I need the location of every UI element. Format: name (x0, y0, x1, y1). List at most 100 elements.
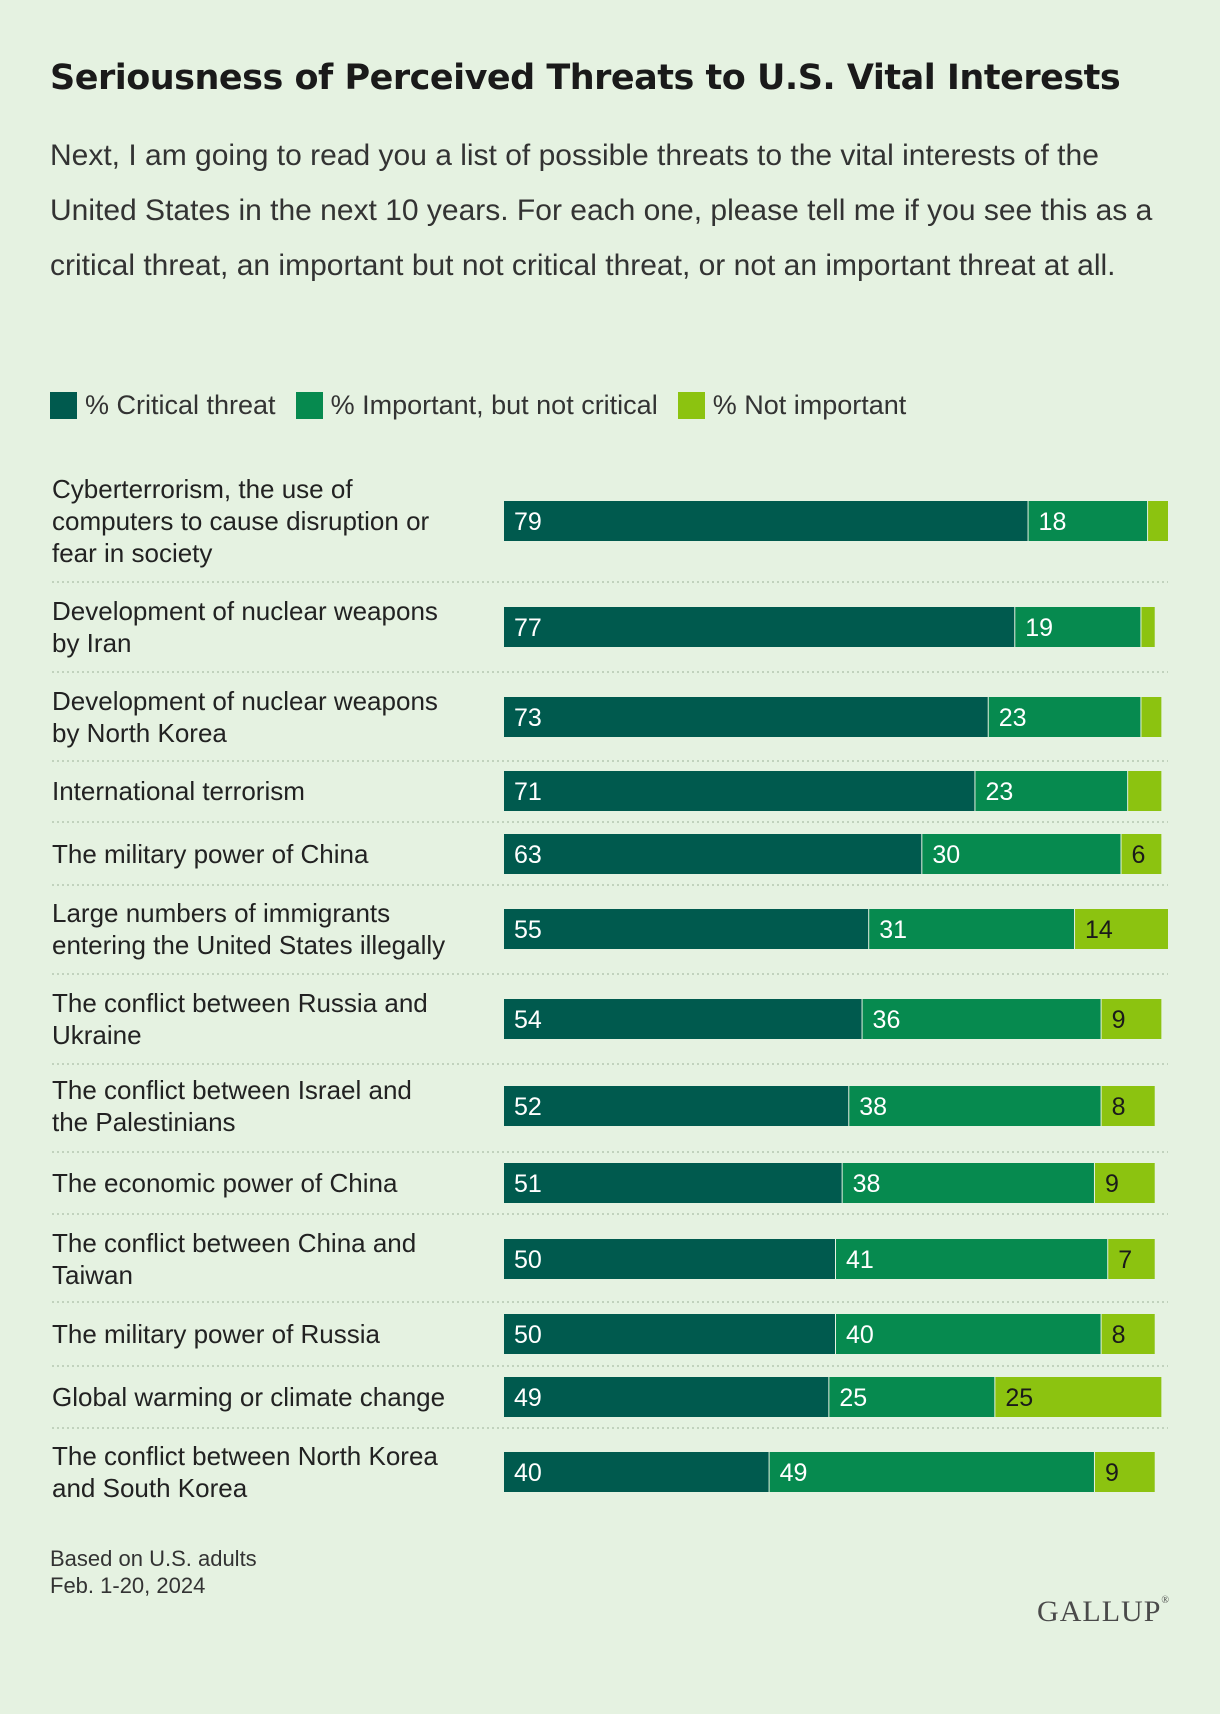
bar-segment-important (1015, 607, 1142, 647)
row-label: The conflict between China and Taiwan (52, 1228, 416, 1290)
row-label-line: entering the United States illegally (52, 930, 445, 960)
bar-segment-critical (504, 501, 1029, 541)
bar-segment-important (869, 909, 1076, 949)
bar-segment-important (849, 1086, 1102, 1126)
legend-item-critical: % Critical threat (50, 390, 276, 421)
bar-value-label: 40 (514, 1459, 542, 1487)
bar-segment-important (829, 1377, 996, 1417)
bar-segment-critical (504, 999, 863, 1039)
bar-segment-critical (504, 771, 976, 811)
bar-value-label: 63 (514, 841, 542, 869)
row-label-line: Large numbers of immigrants (52, 898, 390, 928)
bar-value-label: 50 (514, 1321, 542, 1349)
bar-value-label: 38 (853, 1170, 881, 1198)
row-label-line: The conflict between North Korea (52, 1441, 438, 1471)
bar-value-label: 8 (1112, 1321, 1126, 1349)
bar-segment-not-important (1128, 771, 1162, 811)
bar-value-label: 23 (985, 778, 1013, 806)
bar-value-label: 40 (846, 1321, 874, 1349)
bar-value-label: 51 (514, 1170, 542, 1198)
bar-value-label: 25 (839, 1384, 867, 1412)
legend: % Critical threat % Important, but not c… (50, 388, 926, 422)
bar-value-label: 7 (1118, 1246, 1132, 1274)
legend-label-important: % Important, but not critical (330, 389, 658, 420)
bar-segment-not-important (1094, 1452, 1155, 1492)
row-label: The military power of Russia (52, 1319, 381, 1349)
row-label-line: The conflict between Israel and (52, 1075, 412, 1105)
bar-value-label: 9 (1105, 1459, 1119, 1487)
row-label: Cyberterrorism, the use of computers to c… (52, 474, 430, 568)
bar-segment-not-important (1141, 697, 1162, 737)
bar-segment-not-important (1094, 1163, 1155, 1203)
bar-value-label: 73 (514, 704, 542, 732)
bar-segment-critical (504, 1163, 843, 1203)
bar-segment-not-important (1108, 1239, 1155, 1279)
row-label-line: The conflict between China and (52, 1228, 416, 1258)
bar-value-label: 50 (514, 1246, 542, 1274)
row-label-line: Development of nuclear weapons (52, 686, 438, 716)
bar-value-label: 52 (514, 1093, 542, 1121)
bar-segment-not-important (1101, 999, 1162, 1039)
row-label-line: and South Korea (52, 1473, 248, 1503)
row-label-line: Taiwan (52, 1260, 133, 1290)
bar-segment-critical (504, 1452, 770, 1492)
row-label: The economic power of China (52, 1168, 398, 1198)
bar-segment-not-important (1101, 1314, 1155, 1354)
bar-value-label: 9 (1105, 1170, 1119, 1198)
row-label-line: Ukraine (52, 1020, 142, 1050)
row-label: Development of nuclear weapons by North K… (52, 686, 438, 748)
row-label: Development of nuclear weapons by Iran (52, 596, 438, 658)
row-label: Global warming or climate change (52, 1382, 445, 1412)
registered-mark: ® (1161, 1595, 1170, 1606)
row-label: The conflict between North Korea and Sout… (52, 1441, 438, 1503)
bar-value-label: 77 (514, 614, 542, 642)
bar-segment-critical (504, 834, 923, 874)
bar-segment-critical (504, 909, 870, 949)
footnote: Based on U.S. adults Feb. 1-20, 2024 (50, 1545, 257, 1599)
row-label-line: The conflict between Russia and (52, 988, 428, 1018)
bar-segment-important (842, 1163, 1095, 1203)
bar-segment-critical (504, 1314, 836, 1354)
bar-value-label: 25 (1005, 1384, 1033, 1412)
bar-value-label: 54 (514, 1006, 542, 1034)
chart-title: Seriousness of Perceived Threats to U.S.… (50, 58, 1121, 98)
row-label-line: The military power of China (52, 839, 369, 869)
bar-segment-not-important (1121, 834, 1162, 874)
bar-value-label: 14 (1085, 916, 1113, 944)
row-label-line: Global warming or climate change (52, 1382, 445, 1412)
bar-segment-important (862, 999, 1102, 1039)
bar-segment-not-important (1148, 501, 1168, 541)
bar-value-label: 6 (1132, 841, 1146, 869)
row-label-line: by Iran (52, 628, 132, 658)
legend-item-not-important: % Not important (677, 389, 907, 421)
bar-value-label: 19 (1025, 614, 1053, 642)
row-label-line: The military power of Russia (52, 1319, 381, 1349)
footnote-dates: Feb. 1-20, 2024 (50, 1573, 206, 1598)
row-label: The conflict between Russia and Ukraine (52, 988, 428, 1050)
bar-segment-important (922, 834, 1122, 874)
row-label: Large numbers of immigrants entering the … (52, 898, 445, 960)
bar-value-label: 79 (514, 508, 542, 536)
legend-label-not-important: % Not important (712, 389, 907, 420)
bar-segment-not-important (995, 1377, 1162, 1417)
bar-value-label: 36 (873, 1006, 901, 1034)
row-label-line: the Palestinians (52, 1107, 236, 1137)
legend-label-critical: % Critical threat (85, 389, 276, 420)
bar-segment-critical (504, 697, 989, 737)
bar-segment-important (1028, 501, 1149, 541)
bar-segment-not-important (1101, 1086, 1155, 1126)
bar-segment-important (836, 1314, 1102, 1354)
bar-segment-important (769, 1452, 1095, 1492)
legend-swatch-important (295, 391, 323, 419)
bar-value-label: 41 (846, 1246, 874, 1274)
bar-segment-critical (504, 1086, 850, 1126)
bar-value-label: 9 (1112, 1006, 1126, 1034)
bar-value-label: 18 (1039, 508, 1067, 536)
bar-value-label: 23 (999, 704, 1027, 732)
bar-value-label: 49 (780, 1459, 808, 1487)
bar-segment-important (988, 697, 1142, 737)
row-label-line: The economic power of China (52, 1168, 398, 1198)
bar-value-label: 8 (1112, 1093, 1126, 1121)
legend-swatch-not-important (677, 391, 705, 419)
